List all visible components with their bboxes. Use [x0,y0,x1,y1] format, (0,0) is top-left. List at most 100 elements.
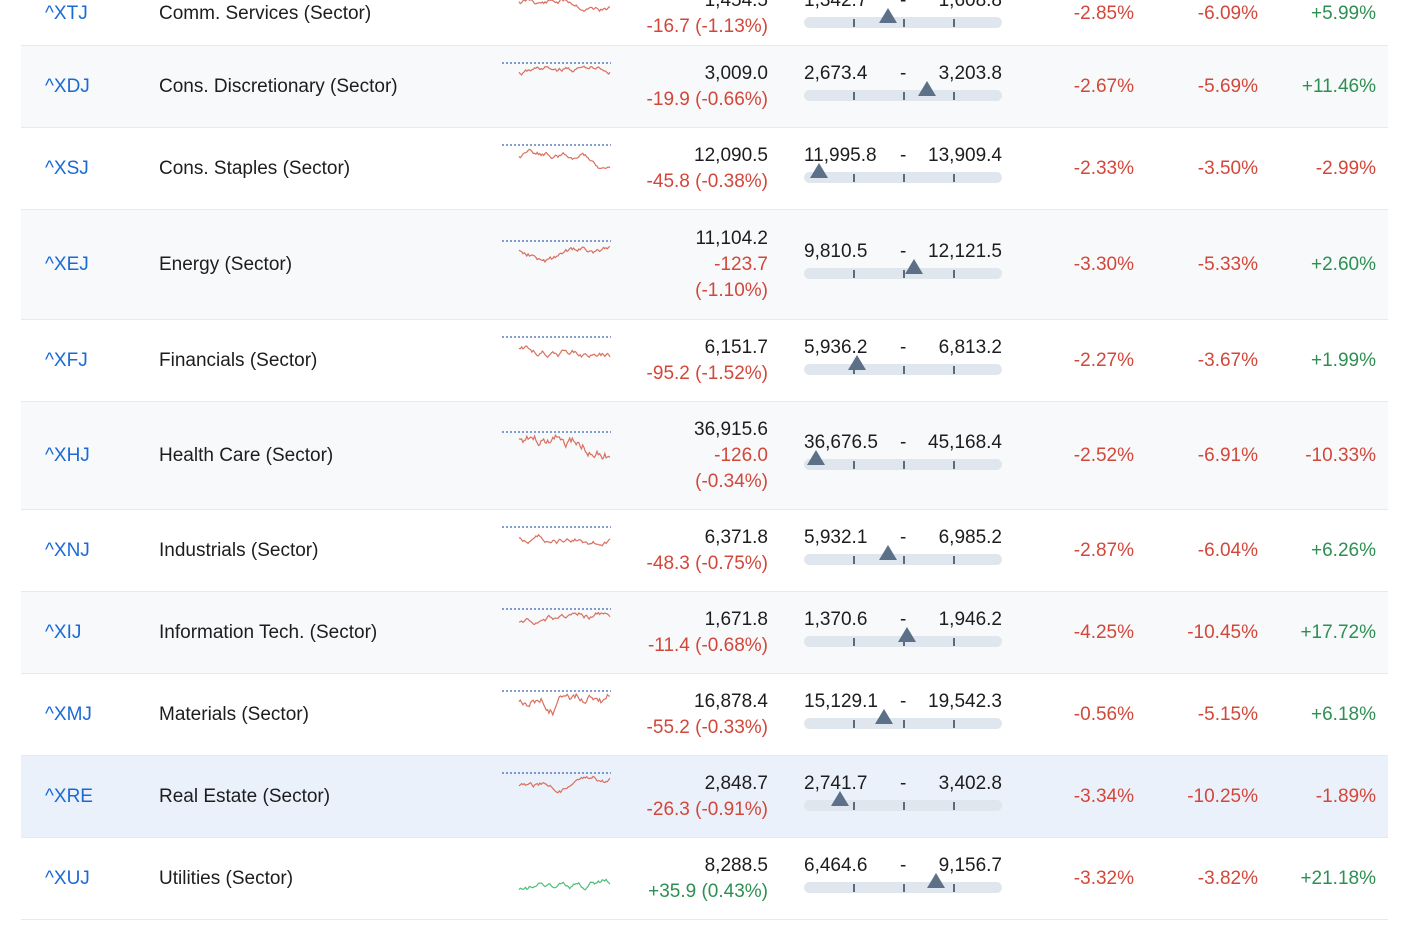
range-high: 9,156.7 [938,855,1002,876]
perf-p1: -2.85% [1073,3,1134,24]
sparkline-path [518,878,611,891]
perf-p3: +11.46% [1301,76,1376,97]
range-separator: - [900,241,907,262]
symbol-link[interactable]: ^XTJ [45,3,88,24]
table-row[interactable]: ^XTJ Comm. Services (Sector) 1,454.5 -16.7 … [21,0,1388,46]
table-row[interactable]: ^XDJ Cons. Discretionary (Sector) 3,009.0 -… [21,46,1388,128]
range-marker-icon [847,355,866,370]
symbol-link[interactable]: ^XMJ [45,704,92,725]
range-low: 2,741.7 [804,773,868,794]
range-separator: - [900,0,907,11]
range-high: 6,813.2 [938,337,1002,358]
last-price: 36,915.6 [694,419,768,440]
symbol-link[interactable]: ^XEJ [45,254,89,275]
index-name: Real Estate (Sector) [159,786,331,807]
range-high: 12,121.5 [928,241,1002,262]
perf-p2: -5.33% [1197,254,1258,275]
sparkline-path [518,65,611,76]
price-cell: 36,915.6 -126.0 (-0.34%) [568,417,768,495]
index-name: Industrials (Sector) [159,540,319,561]
last-price: 1,454.5 [704,0,768,11]
range-marker-icon [830,791,849,806]
perf-p1: -3.30% [1073,254,1134,275]
range-high: 3,203.8 [938,63,1002,84]
sparkline-chart [502,690,611,717]
range-low: 2,673.4 [804,63,868,84]
price-change: (-0.34%) [695,471,768,492]
symbol-link[interactable]: ^XHJ [45,445,90,466]
range-marker-icon [897,627,916,642]
perf-p1: -0.56% [1073,704,1134,725]
price-change: -11.4 (-0.68%) [647,635,768,656]
range-bar [804,355,1002,375]
range-marker-icon [879,545,898,560]
table-row[interactable]: ^XUJ Utilities (Sector) 8,288.5 +35.9 (0.43… [21,838,1388,920]
sparkline-path [518,533,611,547]
day-range: 36,676.5 -45,168.4 [804,432,1002,470]
sparkline-chart [518,878,611,891]
table-row[interactable]: ^XMJ Materials (Sector) 16,878.4 -55.2 (-0.… [21,674,1388,756]
symbol-link[interactable]: ^XNJ [45,540,90,561]
symbol-link[interactable]: ^XSJ [45,158,89,179]
range-bar [804,81,1002,101]
range-tick [853,366,855,374]
index-name: Comm. Services (Sector) [159,3,372,24]
perf-p1: -2.27% [1073,350,1134,371]
range-tick [903,720,905,728]
symbol-link[interactable]: ^XDJ [45,76,90,97]
index-name: Utilities (Sector) [159,868,294,889]
range-tick [903,802,905,810]
range-separator: - [900,609,907,630]
range-tick [853,461,855,469]
symbol-link[interactable]: ^XUJ [45,868,90,889]
range-separator: - [900,145,907,166]
sparkline-chart [502,608,611,626]
range-tick [853,174,855,182]
perf-p1: -2.33% [1073,158,1134,179]
range-tick [953,270,955,278]
table-row[interactable]: ^XIJ Information Tech. (Sector) 1,671.8 -11… [21,592,1388,674]
index-name: Cons. Discretionary (Sector) [159,76,398,97]
day-range: 2,741.7 - 3,402.8 [804,773,1002,811]
price-change: -19.9 (-0.66%) [646,89,768,110]
perf-p3: -2.99% [1315,158,1376,179]
range-tick [853,270,855,278]
sparkline-chart [502,526,611,547]
perf-p3: +2.60% [1311,254,1376,275]
perf-p2: -10.25% [1187,786,1258,807]
range-bar [804,791,1002,811]
last-price: 2,848.7 [704,773,768,794]
range-high: 6,985.2 [938,527,1002,548]
table-row[interactable]: ^XHJ Health Care (Sector) 36,915.6 -126.0 (-… [21,402,1388,510]
table-row[interactable]: ^XEJ Energy (Sector) 11,104.2 -123.7 (-1.10%… [21,210,1388,320]
index-name: Information Tech. (Sector) [159,622,378,643]
day-range: 1,370.6 - 1,946.2 [804,609,1002,647]
table-row[interactable]: ^XRE Real Estate (Sector) 2,848.7 -26.3 (-0… [21,756,1388,838]
symbol-link[interactable]: ^XFJ [45,350,88,371]
index-name: Cons. Staples (Sector) [159,158,351,179]
range-high: 1,608.8 [938,0,1002,11]
price-cell: 12,090.5 -45.8 (-0.38%) [568,143,768,195]
price-change: (-1.10%) [695,280,768,301]
perf-p2: -6.09% [1197,3,1258,24]
table-row[interactable]: ^XNJ Industrials (Sector) 6,371.8 -48.3 (-0… [21,510,1388,592]
price-cell: 1,454.5 -16.7 (-1.13%) [568,0,768,40]
perf-p2: -3.50% [1197,158,1258,179]
range-high: 3,402.8 [938,773,1002,794]
symbol-link[interactable]: ^XRE [45,786,93,807]
price-cell: 3,009.0 -19.9 (-0.66%) [568,61,768,113]
range-tick [903,556,905,564]
price-change: -45.8 (-0.38%) [646,171,768,192]
table-row[interactable]: ^XFJ Financials (Sector) 6,151.7 -95.2 (-1.… [21,320,1388,402]
perf-p2: -5.69% [1197,76,1258,97]
range-low: 9,810.5 [804,241,868,262]
range-tick [853,884,855,892]
sparkline-path [518,692,611,717]
range-low: 6,464.6 [804,855,868,876]
perf-p1: -2.52% [1073,445,1134,466]
sparkline-path [518,148,611,170]
symbol-link[interactable]: ^XIJ [45,622,82,643]
range-separator: - [900,773,907,794]
table-row[interactable]: ^XSJ Cons. Staples (Sector) 12,090.5 -45.8 … [21,128,1388,210]
index-name: Materials (Sector) [159,704,309,725]
